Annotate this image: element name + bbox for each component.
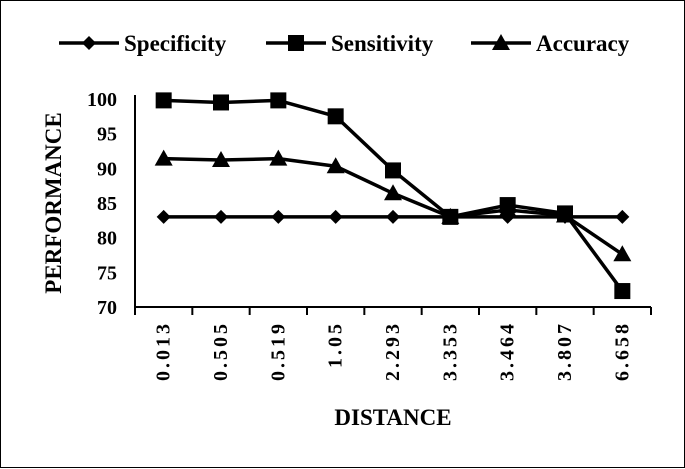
data-point-accuracy — [269, 149, 288, 166]
legend-item-specificity: Specificity — [59, 31, 227, 56]
x-tick-label: 3.464 — [497, 321, 519, 381]
x-tick-label: 1.05 — [325, 321, 347, 368]
x-tick-label: 3.807 — [554, 321, 576, 381]
legend-label: Specificity — [124, 31, 227, 56]
data-point-sensitivity — [327, 108, 344, 125]
data-point-sensitivity — [614, 283, 631, 300]
data-point-accuracy — [154, 149, 173, 166]
data-point-accuracy — [212, 151, 230, 168]
legend-marker-diamond — [82, 36, 96, 50]
legend-marker-square — [288, 35, 304, 51]
legend-marker-triangle — [492, 34, 510, 50]
data-point-specificity — [156, 209, 171, 224]
data-point-accuracy — [384, 184, 402, 201]
y-axis: 70 75 80 85 90 95 100 — [87, 89, 136, 319]
y-tick-label: 75 — [97, 262, 117, 284]
data-point-specificity — [386, 209, 400, 224]
series-layer — [154, 92, 632, 300]
data-point-sensitivity — [213, 94, 229, 111]
x-tick-label: 6.658 — [611, 321, 633, 381]
x-tick-label: 0.519 — [267, 321, 289, 381]
x-tick-label: 3.353 — [439, 321, 461, 381]
y-tick-label: 90 — [97, 158, 117, 180]
y-tick-label: 85 — [97, 193, 117, 215]
data-point-specificity — [214, 209, 228, 224]
legend: Specificity Sensitivity Accuracy — [59, 31, 630, 56]
x-tick-label: 0.013 — [153, 321, 175, 381]
data-point-accuracy — [613, 245, 632, 262]
data-point-sensitivity — [270, 92, 287, 109]
data-point-specificity — [271, 209, 286, 224]
data-point-sensitivity — [385, 162, 401, 179]
data-point-specificity — [615, 209, 630, 224]
data-point-sensitivity — [155, 92, 172, 109]
data-point-specificity — [328, 209, 343, 224]
y-tick-label: 100 — [87, 89, 117, 111]
data-point-accuracy — [556, 206, 574, 223]
legend-item-sensitivity: Sensitivity — [266, 31, 434, 56]
data-point-accuracy — [326, 157, 345, 174]
data-point-accuracy — [441, 207, 460, 224]
series-accuracy — [154, 149, 632, 262]
y-tick-label: 95 — [97, 124, 117, 146]
legend-item-accuracy: Accuracy — [471, 31, 630, 56]
y-tick-label: 80 — [97, 228, 117, 250]
x-tick-label: 2.293 — [382, 321, 404, 381]
x-axis-title: DISTANCE — [334, 405, 451, 430]
legend-label: Accuracy — [536, 31, 630, 56]
y-tick-label: 70 — [97, 297, 117, 319]
x-tick-label: 0.505 — [210, 321, 232, 381]
legend-label: Sensitivity — [331, 31, 434, 56]
x-axis: 0.013 0.505 0.519 1.05 2.293 3.353 3.464 3.807 6… — [134, 306, 652, 381]
data-point-accuracy — [498, 200, 517, 217]
y-axis-title: PERFORMANCE — [41, 112, 66, 293]
